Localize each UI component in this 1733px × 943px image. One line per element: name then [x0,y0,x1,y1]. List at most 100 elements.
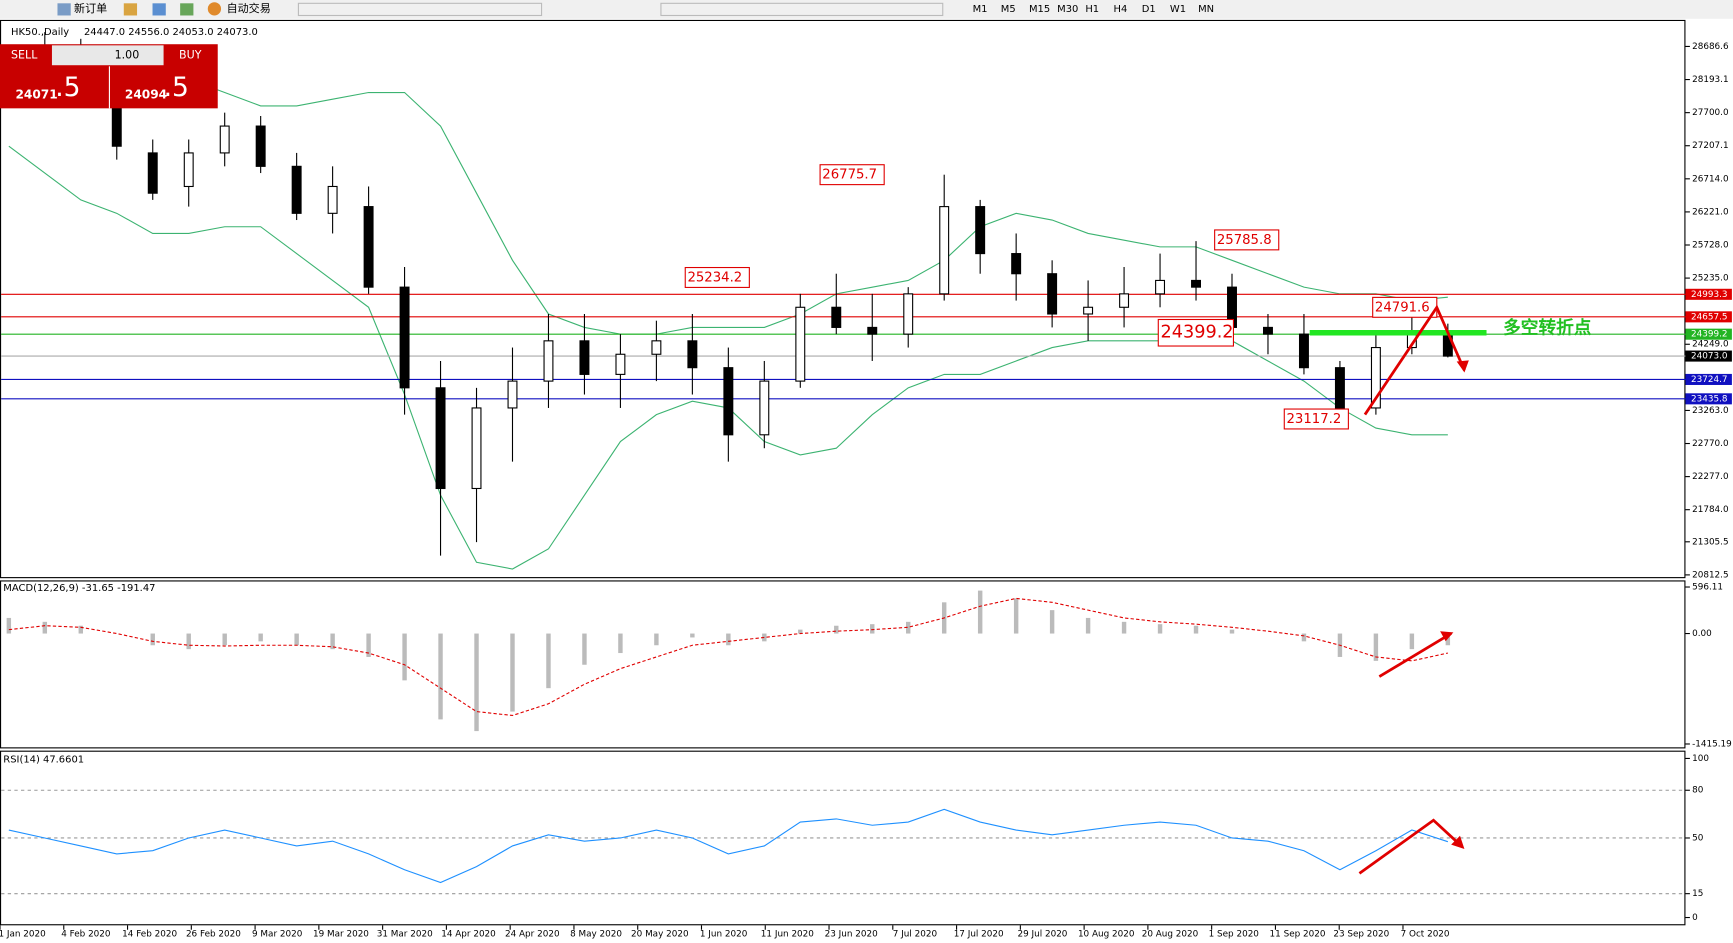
icon[interactable] [57,3,71,16]
y-tick-label: 0 [1692,913,1698,923]
lot-size[interactable]: 1.00 [115,48,140,61]
y-tick-label: 80 [1692,786,1704,796]
macd-bar [1193,625,1199,634]
timeframe[interactable]: H4 [1114,4,1128,15]
timeframe[interactable]: W1 [1170,4,1186,15]
candle-body [975,206,986,255]
macd-bar [222,633,227,646]
macd-bar [834,625,839,634]
toolbar: 新订单 自动交易 [0,0,1733,19]
candle-body [651,340,662,355]
macd-bar [726,633,731,646]
macd-bar [366,633,371,657]
candle-body [435,387,446,490]
candle-body [1119,293,1130,308]
timeframe[interactable]: M5 [1001,4,1016,15]
y-tick-label: 28686.6 [1692,42,1729,52]
y-tick-label: 20812.5 [1692,570,1729,580]
level-tag [1685,350,1732,362]
x-tick-label: 8 May 2020 [570,930,622,940]
candle-body [1334,367,1345,409]
sell-price[interactable]: 24071 [15,88,57,102]
macd-bar [438,633,443,720]
macd-bar [870,624,875,634]
y-tick-label: 15 [1692,889,1703,899]
x-tick-label: 31 Mar 2020 [377,930,433,940]
candle-body [183,152,194,188]
candle-body [795,306,806,382]
candle-body [543,340,554,382]
y-tick-label: 22277.0 [1692,472,1729,482]
icon[interactable] [123,3,138,16]
macd-bar [78,625,84,634]
annotation-box [1283,408,1349,430]
x-tick-label: 26 Feb 2020 [186,930,241,940]
macd-bar [330,633,335,650]
annotation: 26775.7 [822,168,877,183]
tool-group[interactable] [297,2,543,17]
macd-bar [1301,633,1307,642]
rsi-line [8,808,1449,884]
level-tag [1685,373,1732,385]
x-tick-label: 17 Jul 2020 [954,930,1004,940]
candle-body [327,185,338,214]
y-tick-label: 26221.0 [1692,207,1729,217]
candle-body [1047,273,1058,315]
timeframe[interactable]: MN [1198,4,1214,15]
x-tick-label: 23 Sep 2020 [1333,930,1389,940]
y-tick-label: 50 [1692,833,1704,843]
trade-panel: SELL 1.00 BUY 24071 .5 24094 .5 [0,44,218,109]
x-tick-label: 9 Mar 2020 [252,930,303,940]
icon[interactable] [207,2,222,16]
arrow [1378,632,1452,678]
y-tick-label: 24249.0 [1692,340,1729,350]
tool-group[interactable] [660,2,944,17]
x-tick-label: 1 Jun 2020 [700,930,748,940]
macd-bar [6,617,12,634]
macd-bar [150,633,155,646]
new-order[interactable]: 新订单 [74,1,107,15]
x-tick-label: 20 Aug 2020 [1142,930,1199,940]
y-tick-label: 28193.1 [1692,75,1729,85]
level-tag [1685,328,1732,340]
annotation-box [1157,318,1234,347]
level-label: 24657.5 [1691,312,1728,322]
annotation: 23117.2 [1286,412,1341,427]
candle-body [471,407,482,490]
timeframe[interactable]: M15 [1029,4,1050,15]
buy-pips[interactable]: .5 [164,72,189,103]
timeframe[interactable]: M30 [1057,4,1078,15]
chart-ohlc: 24447.0 24556.0 24053.0 24073.0 [84,27,258,38]
sell-pips[interactable]: .5 [55,72,80,103]
icon[interactable] [152,3,166,16]
macd-bar [654,633,659,646]
timeframe[interactable]: D1 [1142,4,1156,15]
buy-button[interactable]: BUY [179,48,202,61]
auto-trading[interactable]: 自动交易 [227,1,271,15]
timeframe[interactable]: M1 [973,4,988,15]
macd-bar [906,621,911,634]
candle-body [147,152,158,194]
icon[interactable] [180,3,194,16]
macd-bar [690,633,695,638]
x-tick-label: 14 Apr 2020 [441,930,496,940]
candle-body [291,165,302,214]
timeframe[interactable]: H1 [1085,4,1099,15]
level-label: 24399.2 [1691,330,1728,340]
level-label: 24073.0 [1691,352,1728,362]
candle-body [1370,346,1381,409]
candle-body [903,293,914,335]
candle-body [399,286,410,389]
y-tick-label: -1415.19 [1692,739,1732,749]
macd-signal [8,597,1448,717]
buy-price[interactable]: 24094 [125,88,167,102]
macd-bar [294,633,299,646]
candle-body [579,340,590,375]
sell-button[interactable]: SELL [11,48,38,61]
lot-box[interactable] [51,45,164,66]
level-tag [1685,311,1732,323]
candle-body [1011,253,1022,275]
candle-body [759,380,770,436]
